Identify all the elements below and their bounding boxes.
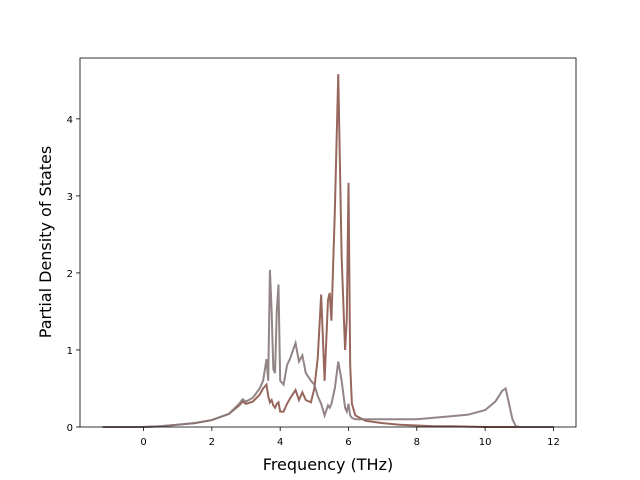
plot-frame (79, 57, 577, 428)
x-tick-label: 8 (414, 437, 420, 448)
y-tick-label: 3 (67, 192, 73, 203)
x-tick-label: 6 (345, 437, 351, 448)
x-tick-label: 10 (479, 437, 492, 448)
y-axis-label: Partial Density of States (36, 146, 55, 338)
x-tick-label: 4 (277, 437, 283, 448)
series-line (102, 74, 554, 428)
y-tick-label: 2 (67, 269, 73, 280)
x-tick-label: 2 (209, 437, 215, 448)
series-line (102, 269, 554, 428)
x-tick-label: 12 (547, 437, 560, 448)
y-tick-label: 0 (67, 423, 73, 434)
x-tick-label: 0 (140, 437, 146, 448)
y-tick-label: 4 (67, 115, 73, 126)
y-tick-label: 1 (67, 346, 73, 357)
x-axis-label: Frequency (THz) (263, 455, 393, 474)
